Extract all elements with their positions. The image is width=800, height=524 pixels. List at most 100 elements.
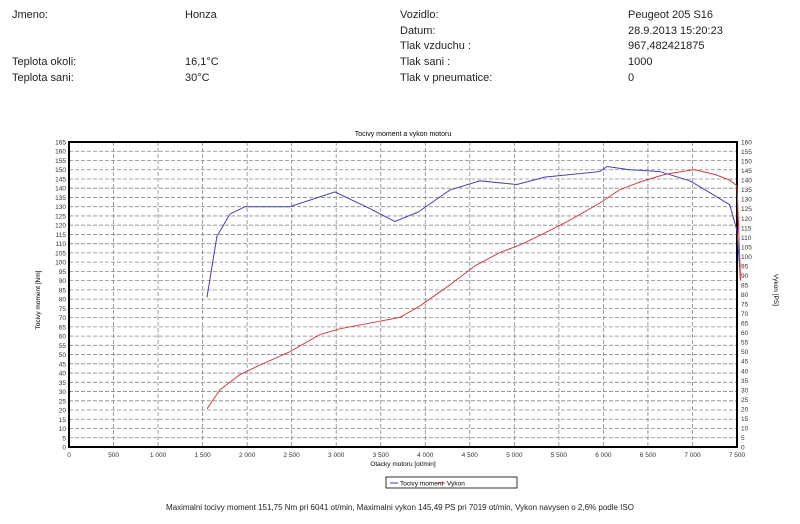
y2-tick-label: 15	[741, 416, 749, 423]
x-tick-label: 500	[108, 452, 119, 459]
tlak-pneu-label: Tlak v pneumatice:	[400, 72, 493, 84]
y-tick-label: 160	[55, 149, 66, 156]
y-tick-label: 90	[59, 278, 67, 285]
summary-text: Maximalni tocivy moment 151,75 Nm pri 60…	[166, 503, 634, 512]
y2-tick-label: 80	[741, 292, 749, 299]
x-tick-label: 1 500	[194, 452, 211, 459]
y-tick-label: 75	[59, 306, 67, 313]
y2-tick-label: 35	[741, 378, 749, 385]
y2-tick-label: 130	[741, 197, 752, 204]
y-tick-label: 5	[62, 435, 66, 442]
legend-label: Tocivy moment	[400, 481, 444, 488]
y2-tick-label: 120	[741, 216, 752, 223]
x-axis-label: Otacky motoru [ot/min]	[370, 461, 436, 468]
x-tick-label: 0	[67, 452, 71, 459]
y2-tick-label: 55	[741, 340, 749, 347]
tlak-vzduchu-label: Tlak vzduchu :	[400, 40, 471, 52]
jmeno-value: Honza	[185, 9, 217, 21]
tlak-sani-label: Tlak sani :	[400, 56, 451, 68]
datum-label: Datum:	[400, 25, 436, 37]
x-tick-label: 7 000	[684, 452, 701, 459]
y-tick-label: 50	[59, 352, 67, 359]
x-tick-label: 5 000	[506, 452, 523, 459]
y2-tick-label: 140	[741, 178, 752, 185]
y2-tick-label: 70	[741, 311, 749, 318]
y2-tick-label: 150	[741, 159, 752, 166]
y-tick-label: 25	[59, 398, 67, 405]
y-tick-label: 130	[55, 204, 66, 211]
x-tick-label: 2 000	[239, 452, 256, 459]
x-tick-label: 3 000	[328, 452, 345, 459]
y-tick-label: 80	[59, 297, 67, 304]
vozidlo-value: Peugeot 205 S16	[628, 9, 714, 21]
legend	[385, 476, 518, 489]
y-tick-label: 85	[59, 287, 67, 294]
y-tick-label: 70	[59, 315, 67, 322]
x-tick-label: 4 500	[462, 452, 479, 459]
y2-tick-label: 90	[741, 273, 749, 280]
teplota-sani-label: Teplota sani:	[12, 72, 74, 84]
y2-axis-label: Vykon [PS]	[772, 274, 779, 306]
y-tick-label: 20	[59, 408, 67, 415]
y-tick-label: 55	[59, 343, 67, 350]
datum-value: 28.9.2013 15:20:23	[628, 25, 723, 37]
tlak-vzduchu-value: 967,482421875	[628, 40, 705, 52]
y2-tick-label: 60	[741, 330, 749, 337]
y2-tick-label: 30	[741, 387, 749, 394]
y2-tick-label: 20	[741, 406, 749, 413]
x-tick-label: 5 500	[551, 452, 568, 459]
y2-tick-label: 105	[741, 244, 752, 251]
y-tick-label: 95	[59, 269, 67, 276]
y2-tick-label: 115	[741, 225, 752, 232]
series-line-tocivy-moment	[206, 165, 742, 298]
x-tick-label: 1 000	[150, 452, 167, 459]
y-tick-label: 100	[55, 260, 66, 267]
x-tick-label: 6 500	[640, 452, 657, 459]
y2-tick-label: 125	[741, 206, 752, 213]
y-tick-label: 140	[55, 186, 66, 193]
y2-tick-label: 10	[741, 425, 749, 432]
x-tick-label: 6 000	[595, 452, 612, 459]
y-tick-label: 110	[56, 241, 67, 248]
y-tick-label: 165	[55, 140, 66, 147]
y2-tick-label: 65	[741, 321, 749, 328]
y-tick-label: 10	[59, 426, 67, 433]
teplota-okoli-value: 16,1°C	[185, 56, 219, 68]
y-tick-label: 15	[59, 417, 67, 424]
y2-tick-label: 0	[741, 445, 745, 452]
y-tick-label: 30	[59, 389, 67, 396]
y-tick-label: 135	[55, 195, 66, 202]
y-tick-label: 35	[59, 380, 67, 387]
legend-label: Vykon	[447, 481, 465, 488]
y2-tick-label: 25	[741, 397, 749, 404]
plot-frame	[68, 141, 738, 448]
y-tick-label: 60	[59, 334, 67, 341]
y2-tick-label: 145	[741, 168, 752, 175]
y2-tick-label: 95	[741, 263, 749, 270]
chart-title: Tocivy moment a vykon motoru	[355, 131, 452, 138]
tlak-sani-value: 1000	[628, 56, 653, 68]
y-tick-label: 145	[55, 176, 66, 183]
y2-tick-label: 85	[741, 282, 749, 289]
y-tick-label: 45	[59, 361, 67, 368]
y-tick-label: 150	[55, 167, 66, 174]
y-tick-label: 155	[55, 158, 66, 165]
y2-tick-label: 40	[741, 368, 749, 375]
x-tick-label: 7 500	[729, 452, 746, 459]
y2-tick-label: 100	[741, 254, 752, 261]
y2-tick-label: 50	[741, 349, 749, 356]
x-tick-label: 4 000	[417, 452, 434, 459]
y-tick-label: 40	[59, 371, 67, 378]
y2-tick-label: 110	[741, 235, 752, 242]
y-axis-label: Tocivy moment [Nm]	[35, 270, 42, 329]
y2-tick-label: 5	[741, 435, 745, 442]
y-tick-label: 125	[55, 213, 66, 220]
teplota-okoli-label: Teplota okoli:	[12, 56, 77, 68]
x-tick-label: 2 500	[284, 452, 301, 459]
y2-tick-label: 75	[741, 302, 749, 309]
y2-tick-label: 155	[741, 149, 752, 156]
y-tick-label: 120	[55, 223, 66, 230]
jmeno-label: Jmeno:	[12, 9, 49, 21]
y-tick-label: 65	[59, 324, 67, 331]
